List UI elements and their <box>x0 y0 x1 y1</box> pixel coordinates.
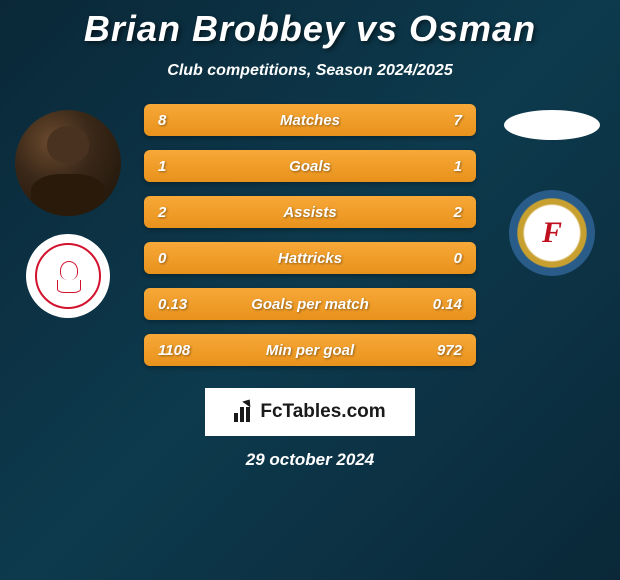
stat-label: Goals <box>289 158 331 175</box>
stat-left-value: 8 <box>158 112 166 129</box>
stat-row-goals-per-match: 0.13 Goals per match 0.14 <box>144 288 476 320</box>
stat-left-value: 0 <box>158 250 166 267</box>
ajax-logo-inner <box>35 243 101 309</box>
footer-date: 29 october 2024 <box>0 450 620 470</box>
stat-label: Assists <box>283 204 336 221</box>
stat-left-value: 1108 <box>158 342 190 359</box>
stat-label: Min per goal <box>266 342 354 359</box>
stat-right-value: 0.14 <box>433 296 462 313</box>
stat-left-value: 1 <box>158 158 166 175</box>
left-column <box>8 110 128 318</box>
stat-left-value: 0.13 <box>158 296 187 313</box>
stat-right-value: 972 <box>437 342 462 359</box>
stat-right-value: 7 <box>454 112 462 129</box>
player-right-placeholder <box>504 110 600 140</box>
stat-right-value: 2 <box>454 204 462 221</box>
right-column: F <box>492 110 612 276</box>
stat-row-min-per-goal: 1108 Min per goal 972 <box>144 334 476 366</box>
stat-label: Hattricks <box>278 250 342 267</box>
arrow-icon <box>243 397 255 408</box>
feyenoord-logo-inner: F <box>533 214 571 252</box>
club-right-logo: F <box>509 190 595 276</box>
content-area: 8 Matches 7 1 Goals 1 2 Assists 2 0 Hatt… <box>0 110 620 380</box>
stat-right-value: 1 <box>454 158 462 175</box>
subtitle: Club competitions, Season 2024/2025 <box>0 62 620 80</box>
branding-box: FcTables.com <box>205 388 415 436</box>
stat-row-matches: 8 Matches 7 <box>144 104 476 136</box>
stat-row-assists: 2 Assists 2 <box>144 196 476 228</box>
player-left-photo <box>15 110 121 216</box>
stats-column: 8 Matches 7 1 Goals 1 2 Assists 2 0 Hatt… <box>128 104 492 380</box>
brand-text: FcTables.com <box>260 401 385 423</box>
stat-left-value: 2 <box>158 204 166 221</box>
stat-label: Goals per match <box>251 296 369 313</box>
chart-icon <box>234 402 254 422</box>
stat-row-goals: 1 Goals 1 <box>144 150 476 182</box>
stat-right-value: 0 <box>454 250 462 267</box>
ajax-head-icon <box>54 259 82 293</box>
stat-row-hattricks: 0 Hattricks 0 <box>144 242 476 274</box>
page-title: Brian Brobbey vs Osman <box>0 0 620 50</box>
club-left-logo <box>26 234 110 318</box>
stat-label: Matches <box>280 112 340 129</box>
feyenoord-f-icon: F <box>542 216 562 250</box>
